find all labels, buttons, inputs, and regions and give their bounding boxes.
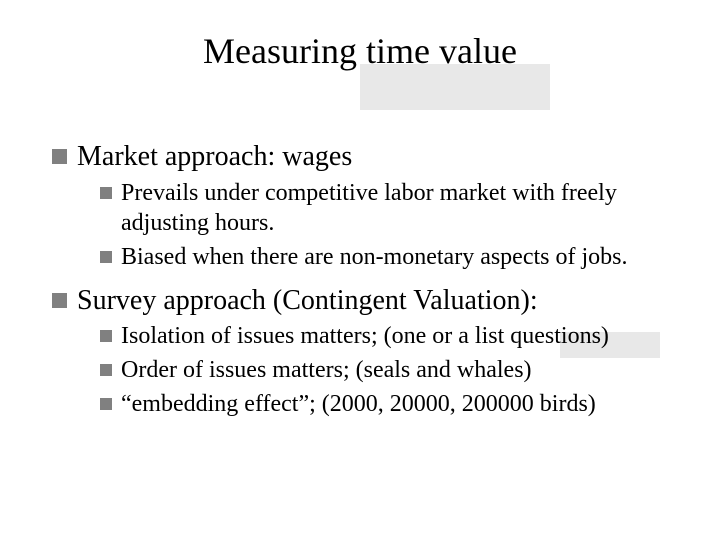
bullet-lvl1: Market approach: wages — [52, 140, 668, 174]
bullet-lvl2-text: “embedding effect”; (2000, 20000, 200000… — [121, 389, 596, 419]
bullet-lvl2: Isolation of issues matters; (one or a l… — [100, 321, 668, 351]
square-bullet-icon — [52, 149, 67, 164]
slide-title: Measuring time value — [0, 30, 720, 72]
bullet-lvl2-group: Prevails under competitive labor market … — [100, 178, 668, 272]
bullet-lvl2: Prevails under competitive labor market … — [100, 178, 668, 238]
bullet-lvl1: Survey approach (Contingent Valuation): — [52, 284, 668, 318]
slide-body: Market approach: wages Prevails under co… — [52, 130, 668, 431]
square-bullet-icon — [100, 398, 112, 410]
square-bullet-icon — [100, 251, 112, 263]
slide: Measuring time value Market approach: wa… — [0, 0, 720, 540]
bullet-lvl2-text: Isolation of issues matters; (one or a l… — [121, 321, 609, 351]
square-bullet-icon — [100, 187, 112, 199]
bullet-lvl2-text: Prevails under competitive labor market … — [121, 178, 668, 238]
bullet-lvl2: Order of issues matters; (seals and whal… — [100, 355, 668, 385]
square-bullet-icon — [100, 330, 112, 342]
bullet-lvl2: “embedding effect”; (2000, 20000, 200000… — [100, 389, 668, 419]
bullet-lvl2-group: Isolation of issues matters; (one or a l… — [100, 321, 668, 419]
bullet-lvl2: Biased when there are non-monetary aspec… — [100, 242, 668, 272]
bullet-lvl1-text: Market approach: wages — [77, 140, 352, 174]
square-bullet-icon — [100, 364, 112, 376]
square-bullet-icon — [52, 293, 67, 308]
bullet-lvl2-text: Biased when there are non-monetary aspec… — [121, 242, 628, 272]
bullet-lvl1-text: Survey approach (Contingent Valuation): — [77, 284, 538, 318]
bullet-lvl2-text: Order of issues matters; (seals and whal… — [121, 355, 532, 385]
